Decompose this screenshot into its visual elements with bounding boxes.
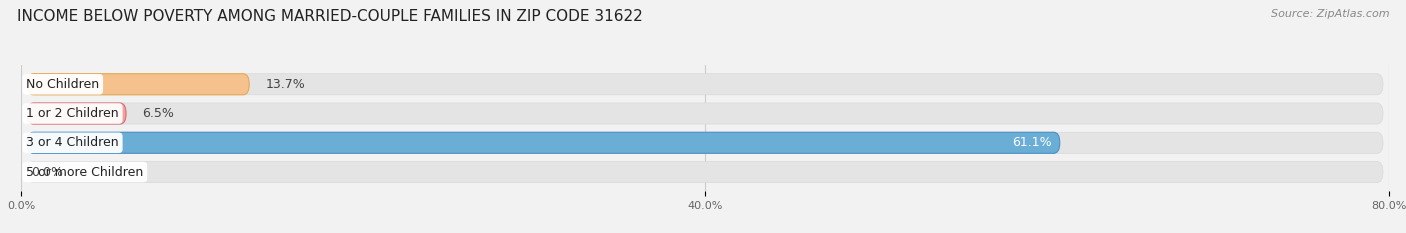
- FancyBboxPatch shape: [27, 74, 249, 95]
- FancyBboxPatch shape: [27, 132, 1384, 153]
- FancyBboxPatch shape: [27, 74, 1384, 95]
- FancyBboxPatch shape: [27, 161, 1384, 183]
- Text: 61.1%: 61.1%: [1012, 136, 1052, 149]
- Text: 3 or 4 Children: 3 or 4 Children: [27, 136, 120, 149]
- Text: INCOME BELOW POVERTY AMONG MARRIED-COUPLE FAMILIES IN ZIP CODE 31622: INCOME BELOW POVERTY AMONG MARRIED-COUPL…: [17, 9, 643, 24]
- Text: 13.7%: 13.7%: [266, 78, 305, 91]
- FancyBboxPatch shape: [27, 103, 127, 124]
- FancyBboxPatch shape: [27, 103, 1384, 124]
- Text: No Children: No Children: [27, 78, 100, 91]
- FancyBboxPatch shape: [27, 132, 1060, 153]
- Text: 5 or more Children: 5 or more Children: [27, 165, 143, 178]
- Text: 6.5%: 6.5%: [142, 107, 174, 120]
- Text: Source: ZipAtlas.com: Source: ZipAtlas.com: [1271, 9, 1389, 19]
- Text: 1 or 2 Children: 1 or 2 Children: [27, 107, 120, 120]
- Text: 0.0%: 0.0%: [31, 165, 63, 178]
